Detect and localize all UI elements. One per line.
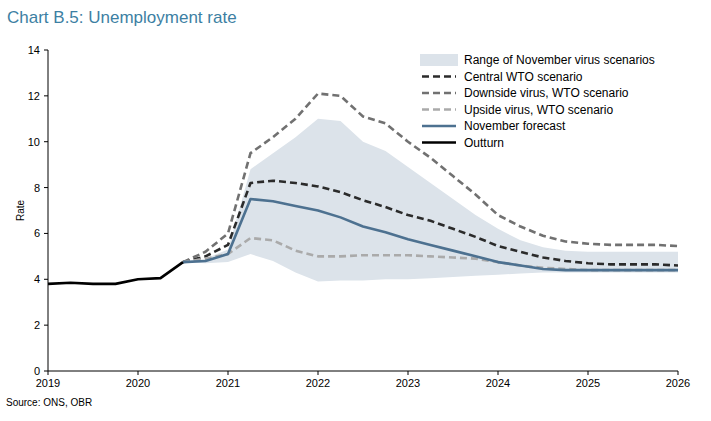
title: Chart B.5: Unemployment rate — [7, 8, 237, 27]
y-tick-label: 8 — [34, 182, 40, 194]
legend-swatch — [422, 141, 456, 144]
legend-label: November forecast — [464, 119, 566, 133]
y-tick — [44, 187, 48, 188]
x-tick-label: 2021 — [216, 377, 240, 389]
legend-label: Downside virus, WTO scenario — [464, 86, 629, 100]
legend-label: Outturn — [464, 136, 504, 150]
legend-swatch — [422, 75, 456, 78]
y-tick-label: 2 — [34, 319, 40, 331]
x-tick — [138, 371, 139, 375]
plot-area — [48, 94, 678, 284]
range-band — [183, 119, 678, 282]
x-tick — [318, 371, 319, 375]
y-tick-label: 0 — [34, 365, 40, 377]
y-tick — [44, 50, 48, 51]
y-tick-label: 4 — [34, 273, 40, 285]
chart: Chart B.5: Unemployment rate 0 2 4 6 8 10 12 14 2… — [0, 0, 711, 421]
x-tick — [228, 371, 229, 375]
x-tick-label: 2026 — [666, 377, 690, 389]
x-tick — [498, 371, 499, 375]
y-tick-label: 10 — [28, 136, 40, 148]
y-tick — [44, 325, 48, 326]
legend-swatch — [422, 92, 456, 95]
y-tick — [44, 141, 48, 142]
legend-swatch — [422, 108, 456, 111]
y-axis-label: Rate — [15, 200, 26, 222]
legend: Range of November virus scenarios Central… — [420, 53, 655, 150]
series-line — [183, 238, 678, 270]
legend-swatch — [420, 54, 458, 66]
x-tick-label: 2023 — [396, 377, 420, 389]
series-line — [183, 199, 678, 270]
series-line — [183, 181, 678, 266]
legend-label: Range of November virus scenarios — [464, 53, 655, 67]
x-tick — [678, 371, 679, 375]
legend-label: Upside virus, WTO scenario — [464, 103, 613, 117]
x-tick-label: 2025 — [576, 377, 600, 389]
x-tick-label: 2022 — [306, 377, 330, 389]
y-tick-label: 12 — [28, 90, 40, 102]
y-tick-label: 6 — [34, 227, 40, 239]
y-tick — [44, 371, 48, 372]
x-axis-line — [48, 371, 678, 372]
source: Source: ONS, OBR — [6, 397, 92, 408]
x-tick — [408, 371, 409, 375]
y-tick-label: 14 — [28, 44, 40, 56]
x-tick-label: 2020 — [126, 377, 150, 389]
x-tick-label: 2019 — [36, 377, 60, 389]
series-line — [183, 94, 678, 263]
x-tick-label: 2024 — [486, 377, 510, 389]
axes: 0 2 4 6 8 10 12 14 2019 2020 2021 2022 2023 2024 2025 2… — [28, 44, 690, 389]
y-tick — [44, 279, 48, 280]
x-tick — [588, 371, 589, 375]
y-tick — [44, 95, 48, 96]
legend-label: Central WTO scenario — [464, 70, 583, 84]
legend-swatch — [422, 125, 456, 128]
y-tick — [44, 233, 48, 234]
x-tick — [48, 371, 49, 375]
series-line — [48, 262, 183, 284]
y-axis-line — [48, 50, 49, 371]
